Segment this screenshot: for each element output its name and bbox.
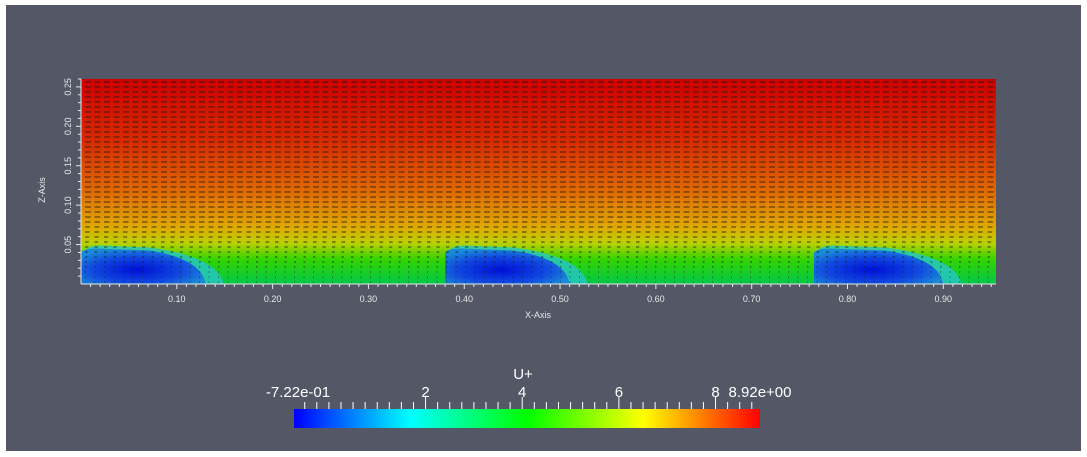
- x-tick-label: 0.70: [743, 294, 761, 304]
- y-axis: 0.05 0.10 0.15 0.20 0.25: [63, 78, 82, 284]
- y-tick-label: 0.25: [63, 78, 73, 96]
- x-tick-label: 0.60: [647, 294, 665, 304]
- y-tick-label: 0.20: [63, 118, 73, 136]
- x-tick-label: 0.30: [360, 294, 378, 304]
- y-tick-label: 0.15: [63, 157, 73, 175]
- colorbar-ticks: 2 4 6 8: [304, 384, 753, 409]
- colorbar-min-label: -7.22e-01: [266, 384, 330, 401]
- x-tick-label: 0.10: [168, 294, 186, 304]
- colorbar-title: U+: [513, 366, 533, 383]
- colorbar-max-label: 8.92e+00: [729, 384, 792, 401]
- x-axis-title: X-Axis: [525, 310, 552, 320]
- y-tick-label: 0.05: [63, 236, 73, 254]
- recirculation-core: [81, 248, 206, 284]
- colorbar-gradient: [294, 409, 760, 428]
- y-tick-label: 0.10: [63, 196, 73, 214]
- colorbar-tick-label: 2: [421, 384, 429, 401]
- colorbar: U+ 2 4 6 8 -7.22e-01 8.92e+00: [266, 366, 792, 428]
- vector-glyphs: [85, 81, 994, 283]
- x-tick-label: 0.80: [839, 294, 857, 304]
- scalar-field: [81, 79, 996, 284]
- x-tick-label: 0.90: [935, 294, 953, 304]
- chart-svg: 0.10 0.20 0.30 0.40 0.50 0.60 0.70 0.80 0.90 0.0…: [37, 78, 996, 428]
- colorbar-tick-label: 6: [615, 384, 623, 401]
- x-tick-label: 0.20: [264, 294, 282, 304]
- x-tick-label: 0.50: [551, 294, 569, 304]
- render-viewport[interactable]: 0.10 0.20 0.30 0.40 0.50 0.60 0.70 0.80 0.90 0.0…: [6, 5, 1081, 451]
- x-tick-label: 0.40: [455, 294, 473, 304]
- colorbar-tick-label: 4: [518, 384, 526, 401]
- x-axis: 0.10 0.20 0.30 0.40 0.50 0.60 0.70 0.80 0.90: [81, 283, 996, 304]
- colorbar-tick-label: 8: [711, 384, 719, 401]
- y-axis-title: Z-Axis: [37, 177, 47, 203]
